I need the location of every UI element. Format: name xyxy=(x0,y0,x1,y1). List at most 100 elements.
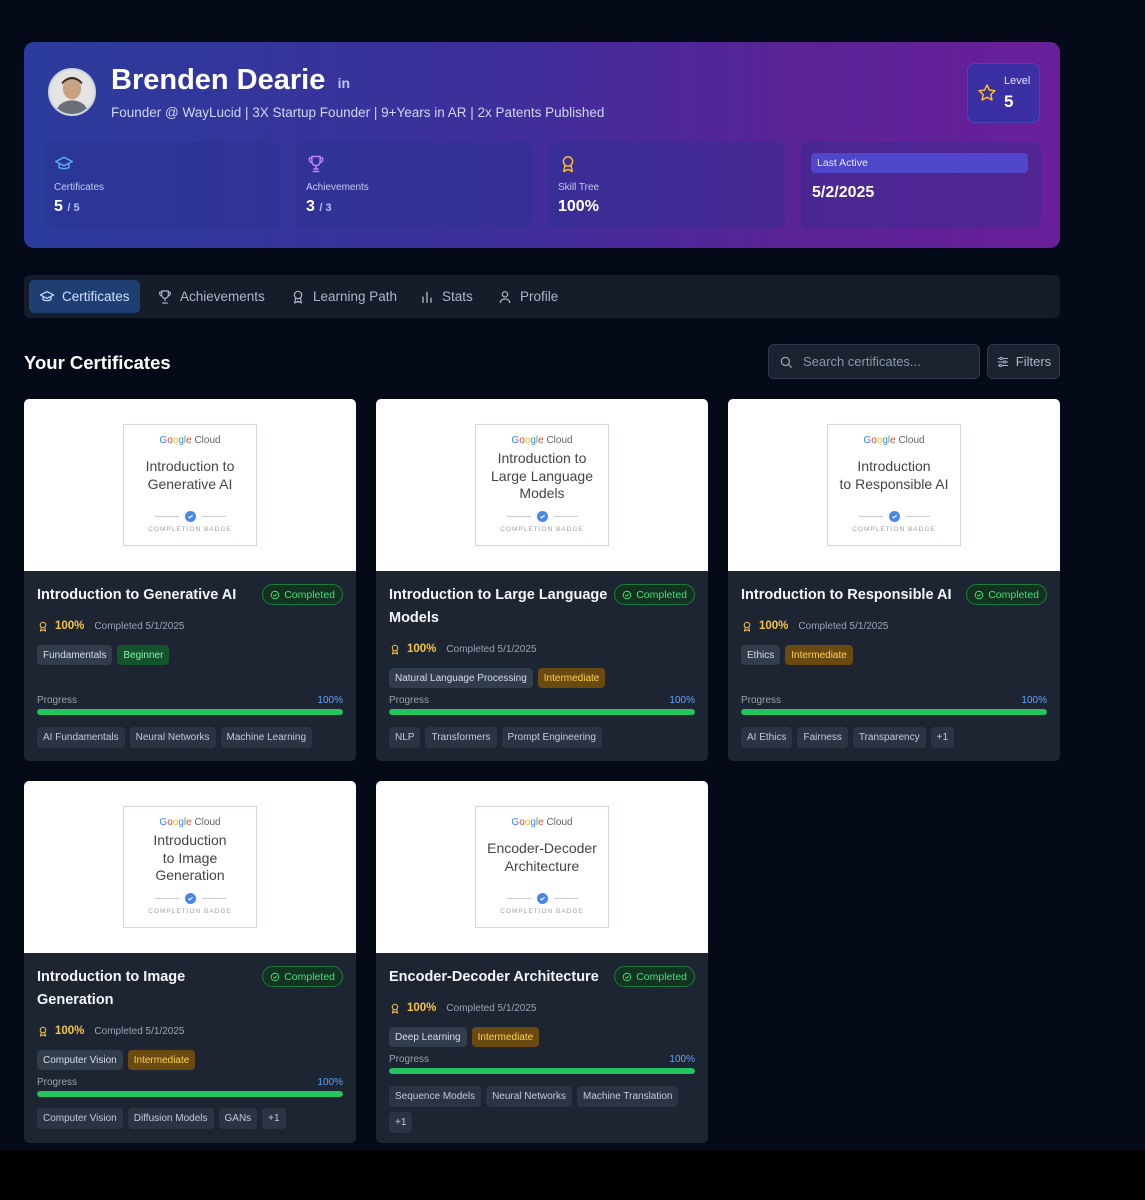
completion-percent: 100% xyxy=(407,643,437,655)
progress-bar xyxy=(389,1068,695,1074)
badge-title: Introduction to Responsible AI xyxy=(839,458,949,492)
award-icon xyxy=(562,156,574,173)
tab-label: Learning Path xyxy=(313,289,398,304)
graduation-cap-icon xyxy=(54,156,74,170)
skill-tag: NLP xyxy=(389,727,421,748)
completion-badge: Google Cloud Introduction to Large Langua… xyxy=(475,424,609,546)
category-tag: Natural Language Processing xyxy=(389,668,533,688)
progress-block: Progress 100% xyxy=(389,1054,695,1074)
progress-label: Progress xyxy=(389,1054,430,1065)
progress-fill xyxy=(741,709,1047,715)
skill-tags: Sequence Models Neural Networks Machine Tr… xyxy=(389,1086,695,1133)
category-tag: Intermediate xyxy=(127,1050,196,1070)
progress-fill xyxy=(389,709,695,715)
tab-profile[interactable]: Profile xyxy=(487,280,568,313)
skill-tag: AI Ethics xyxy=(741,727,793,748)
status-badge: Completed xyxy=(614,584,695,605)
category-tag: Computer Vision xyxy=(37,1050,123,1070)
level-value: 5 xyxy=(1004,92,1014,111)
completion-badge: Google Cloud Introduction to Image Generat… xyxy=(123,806,257,928)
stat-label: Skill Tree xyxy=(558,182,600,193)
certificate-image: Google Cloud Introduction to Large Langua… xyxy=(376,399,708,571)
tab-label: Achievements xyxy=(180,289,265,304)
progress-bar xyxy=(389,709,695,715)
progress-label: Progress xyxy=(389,695,430,706)
certificate-title: Introduction to Generative AI xyxy=(37,587,237,603)
skill-tags: Computer Vision Diffusion Models GANs +1 xyxy=(37,1108,343,1129)
progress-block: Progress 100% xyxy=(741,695,1047,715)
skill-tag: +1 xyxy=(262,1108,286,1129)
skill-tag: Transparency xyxy=(852,727,926,748)
badge-title: Encoder-Decoder Architecture xyxy=(487,840,597,874)
completion-meta: 100% Completed 5/1/2025 xyxy=(741,618,889,634)
tab-stats[interactable]: Stats xyxy=(409,280,483,313)
level-badge: Level 5 xyxy=(967,63,1040,123)
certificate-title: Introduction to Image Generation xyxy=(37,969,186,1008)
progress-label: Progress xyxy=(37,1077,78,1088)
progress-block: Progress 100% xyxy=(37,695,343,715)
progress-label: Progress xyxy=(741,695,782,706)
google-cloud-logo: Google Cloud xyxy=(159,435,221,446)
skill-tag: +1 xyxy=(389,1112,413,1133)
certificate-image: Google Cloud Introduction to Generative A… xyxy=(24,399,356,571)
completion-date: Completed 5/1/2025 xyxy=(94,1025,185,1037)
certificate-image: Google Cloud Encoder-Decoder Architecture… xyxy=(376,781,708,953)
search-input[interactable] xyxy=(803,354,973,369)
award-icon xyxy=(293,290,303,304)
category-tag: Deep Learning xyxy=(389,1027,467,1047)
avatar[interactable] xyxy=(48,68,96,116)
skill-tag: Diffusion Models xyxy=(127,1108,214,1129)
progress-value: 100% xyxy=(669,1054,695,1065)
skill-tag: AI Fundamentals xyxy=(37,727,125,748)
category-tags: Ethics Intermediate xyxy=(741,645,1047,665)
certificate-card[interactable]: Google Cloud Encoder-Decoder Architecture… xyxy=(376,781,708,1143)
stat-value: 3 / 3 xyxy=(306,198,332,215)
check-circle-icon xyxy=(623,972,632,981)
category-tag: Beginner xyxy=(117,645,170,665)
profile-name: Brenden Dearie xyxy=(111,64,326,96)
linkedin-icon[interactable]: in xyxy=(337,74,351,91)
google-cloud-logo: Google Cloud xyxy=(511,435,573,446)
tab-bar: Certificates Achievements Learning Path … xyxy=(24,275,1060,318)
status-badge: Completed xyxy=(614,966,695,987)
stat-label: Certificates xyxy=(54,182,105,193)
skill-tag: GANs xyxy=(218,1108,258,1129)
graduation-cap-icon xyxy=(39,290,55,301)
certificate-card[interactable]: Google Cloud Introduction to Responsible … xyxy=(728,399,1060,761)
tab-label: Stats xyxy=(442,289,473,304)
certificate-card[interactable]: Google Cloud Introduction to Generative A… xyxy=(24,399,356,761)
certificate-card[interactable]: Google Cloud Introduction to Image Generat… xyxy=(24,781,356,1143)
completion-meta: 100% Completed 5/1/2025 xyxy=(389,641,537,657)
profile-tagline: Founder @ WayLucid | 3X Startup Founder … xyxy=(111,105,605,120)
status-label: Completed xyxy=(636,970,687,983)
skill-tag: Machine Translation xyxy=(576,1086,679,1107)
stat-certificates: Certificates 5 / 5 xyxy=(44,142,281,228)
status-badge: Completed xyxy=(966,584,1047,605)
filters-label: Filters xyxy=(1015,354,1052,369)
status-badge: Completed xyxy=(262,584,343,605)
certificate-image: Google Cloud Introduction to Image Generat… xyxy=(24,781,356,953)
bottom-band xyxy=(0,1150,1145,1200)
progress-fill xyxy=(37,709,343,715)
skill-tag: Sequence Models xyxy=(389,1086,482,1107)
certificate-card[interactable]: Google Cloud Introduction to Large Langua… xyxy=(376,399,708,761)
tab-label: Certificates xyxy=(62,289,130,304)
award-icon xyxy=(39,1026,47,1036)
category-tag: Intermediate xyxy=(785,645,853,665)
trophy-icon xyxy=(308,155,324,173)
certificate-title: Introduction to Large Language Models xyxy=(389,587,608,626)
completion-date: Completed 5/1/2025 xyxy=(446,643,537,655)
skill-tag: Fairness xyxy=(797,727,848,748)
sliders-icon xyxy=(997,356,1008,367)
tab-certificates[interactable]: Certificates xyxy=(29,280,140,313)
skill-tag: Machine Learning xyxy=(220,727,313,748)
tab-achievements[interactable]: Achievements xyxy=(147,280,275,313)
stat-last-active: Last Active 5/2/2025 xyxy=(801,142,1041,228)
tab-learning-path[interactable]: Learning Path xyxy=(280,280,407,313)
completion-percent: 100% xyxy=(407,1002,437,1014)
filters-button[interactable]: Filters xyxy=(987,344,1060,379)
stat-achievements: Achievements 3 / 3 xyxy=(296,142,533,228)
completion-percent: 100% xyxy=(55,620,85,632)
stat-value: 5 / 5 xyxy=(54,198,80,215)
badge-check-icon xyxy=(184,511,196,522)
